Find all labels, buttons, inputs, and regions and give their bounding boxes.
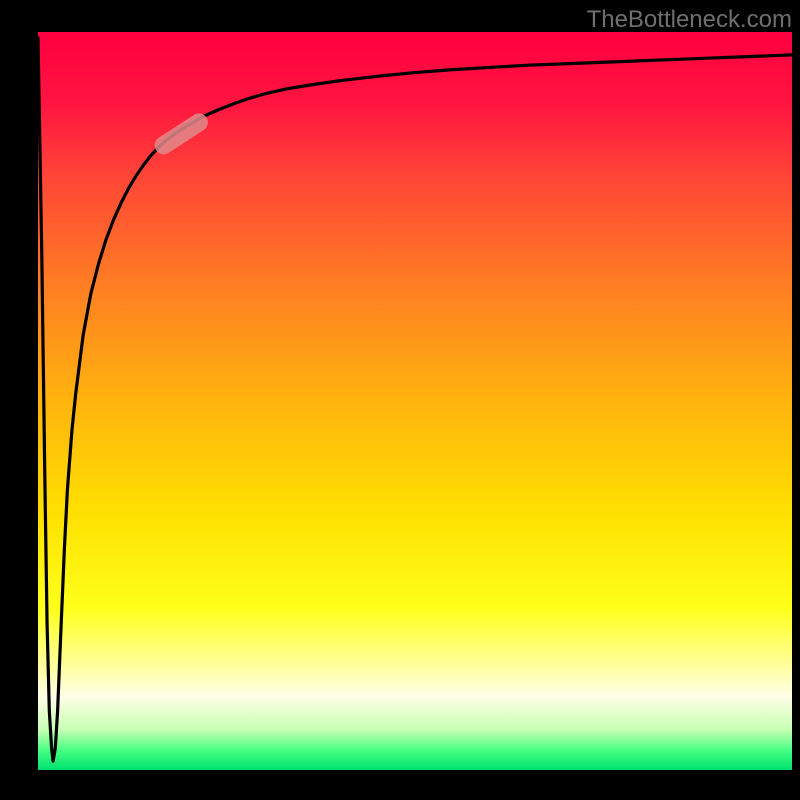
plot-area <box>38 32 792 770</box>
chart-frame: TheBottleneck.com <box>0 0 800 800</box>
plot-svg <box>38 32 792 770</box>
watermark-text: TheBottleneck.com <box>587 6 792 34</box>
gradient-background <box>38 32 792 770</box>
